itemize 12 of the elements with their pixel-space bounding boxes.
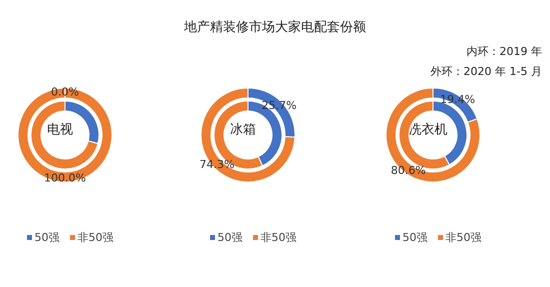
text: 电视 [47,122,73,138]
legend-label: 50强 [218,230,242,245]
text: 内环：2019 年 [466,44,542,59]
legend-label: 非50强 [446,230,482,245]
legend-label: 非50强 [78,230,114,245]
text: 冰箱 [230,122,256,138]
data-label: 100.0% [44,172,86,184]
text: 外环：2020 年 1-5 月 [430,64,542,79]
legend-label: 50强 [34,230,60,245]
legend-label: 50强 [402,230,428,245]
legend-label: 非50强 [260,230,296,245]
text: 地产精装修市场大家电配套份额 [183,19,367,36]
